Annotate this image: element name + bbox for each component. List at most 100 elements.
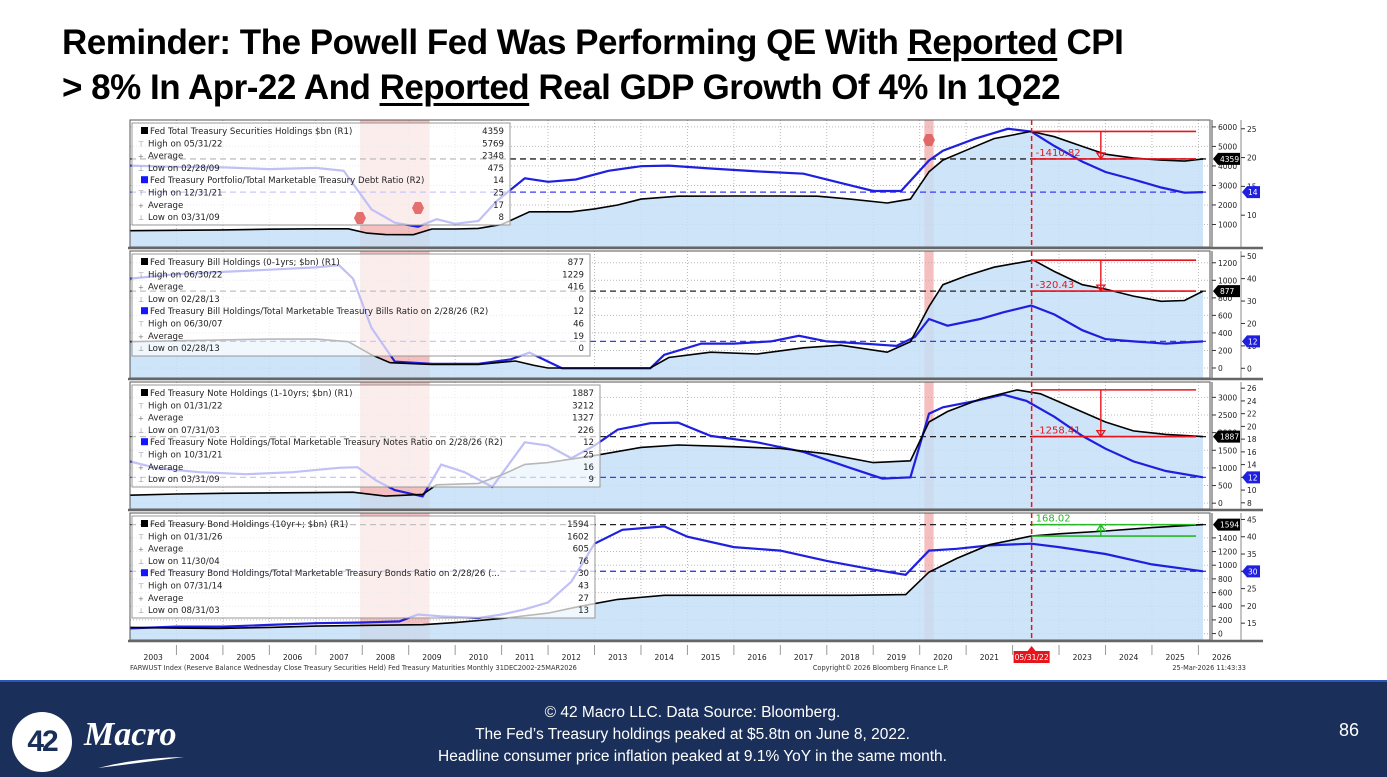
legend-label: Fed Treasury Portfolio/Total Marketable …: [150, 176, 424, 186]
r2-tick-label: 30: [1247, 297, 1257, 306]
annotation-value-label: -1410.82: [1036, 148, 1081, 159]
legend-value: 3212: [572, 401, 594, 411]
title-line-1: Reminder: The Powell Fed Was Performing …: [62, 23, 1124, 62]
legend-label: Average: [148, 283, 183, 293]
r1-tick-label: 2500: [1218, 411, 1237, 420]
recession-marker-icon: [353, 212, 366, 224]
r2-tick-label: 20: [1247, 422, 1257, 431]
r2-tick-label: 0: [1247, 364, 1252, 373]
r1-tick-label: 0: [1218, 630, 1223, 639]
logo-circle: 42: [12, 712, 72, 772]
legend-tree-icon: ⊤: [138, 402, 144, 410]
legend-label: High on 05/31/22: [148, 139, 223, 149]
legend-value: 4359: [482, 127, 504, 137]
x-tick-label: 2026: [1212, 653, 1231, 662]
legend-value: 416: [568, 283, 584, 293]
legend-value: 1887: [572, 389, 594, 399]
r1-last-value-badge: [1213, 285, 1240, 298]
legend-tree-icon: ⊤: [138, 533, 144, 541]
legend-value: 1229: [562, 270, 584, 280]
annotation-value-label: -320.43: [1036, 280, 1075, 291]
legend-label: High on 07/31/14: [148, 582, 223, 592]
legend-value: 19: [573, 332, 584, 342]
legend-background: [131, 384, 601, 488]
r2-tick-label: 8: [1247, 499, 1252, 508]
r2-tick-label: 40: [1247, 533, 1257, 542]
x-tick-label: 2019: [887, 653, 906, 662]
r1-area-fill: [130, 260, 1204, 378]
r1-tick-label: 200: [1218, 616, 1233, 625]
legend-box: Fed Treasury Bill Holdings (0-1yrs; $bn)…: [131, 253, 591, 357]
r1-tick-label: 600: [1218, 311, 1233, 320]
legend-label: High on 06/30/07: [148, 320, 223, 330]
footer-line-inflation: Headline consumer price inflation peaked…: [438, 748, 947, 765]
legend-tree-icon: +: [138, 464, 144, 472]
legend-label: Average: [148, 463, 183, 473]
legend-value: 27: [578, 594, 589, 604]
r2-tick-label: 26: [1247, 384, 1257, 393]
legend-label: Low on 07/31/03: [148, 426, 220, 436]
r1-last-value-badge: [1213, 152, 1240, 165]
chart-panel-1: -1410.8210002000300040005000600010152025…: [128, 119, 1263, 250]
legend-label: Average: [148, 332, 183, 342]
r2-last-value-text: 12: [1248, 337, 1258, 346]
legend-value: 12: [573, 307, 584, 317]
r1-tick-label: 5000: [1218, 142, 1237, 151]
r2-last-value-badge: [1242, 335, 1260, 348]
legend-label: Fed Treasury Bill Holdings (0-1yrs; $bn)…: [150, 258, 340, 268]
r1-series-line: [129, 130, 1204, 236]
legend-value: 226: [578, 426, 594, 436]
x-tick-label: 2025: [1165, 653, 1184, 662]
legend-tree-icon: ⊤: [138, 321, 144, 329]
legend-value: 877: [568, 258, 584, 268]
legend-tree-icon: ⊥: [138, 607, 144, 615]
legend-label: Low on 08/31/03: [148, 606, 220, 616]
legend-tree-icon: ⊤: [138, 190, 144, 198]
legend-value: 25: [493, 189, 504, 199]
x-tick-label: 2018: [840, 653, 859, 662]
r2-tick-label: 25: [1247, 125, 1257, 134]
r2-tick-label: 15: [1247, 619, 1257, 628]
legend-value: 5769: [482, 139, 504, 149]
r1-area-fill: [130, 389, 1204, 509]
legend-tree-icon: +: [138, 153, 144, 161]
r2-last-value-text: 12: [1248, 473, 1258, 482]
r2-tick-label: 40: [1247, 275, 1257, 284]
title-line-2: > 8% In Apr-22 And Reported Real GDP Gro…: [62, 68, 1061, 107]
timestamp: 25-Mar-2026 11:43:33: [1172, 664, 1246, 672]
legend-label: Fed Treasury Note Holdings/Total Marketa…: [150, 438, 503, 448]
legend-tree-icon: ⊥: [138, 558, 144, 566]
legend-background: [131, 515, 596, 619]
underlined-reported: Reported: [379, 68, 530, 107]
r1-tick-label: 0: [1218, 364, 1223, 373]
r1-tick-label: 0: [1218, 499, 1223, 508]
legend-value: 8: [499, 213, 504, 223]
legend-label: High on 10/31/21: [148, 451, 223, 461]
r1-tick-label: 1000: [1218, 220, 1237, 229]
legend-swatch-blue: [141, 569, 148, 577]
legend-swatch-blue: [141, 307, 148, 315]
footer-line-peak: The Fed’s Treasury holdings peaked at $5…: [475, 726, 910, 743]
legend-swatch-blue: [141, 176, 148, 184]
chart-panel-4: 168.02 0 200 400 600 800 1000 1200 1400 15 20 25 30 3…: [128, 512, 1263, 643]
legend-tree-icon: ⊥: [138, 296, 144, 304]
r1-area-fill: [130, 524, 1204, 640]
legend-tree-icon: ⊥: [138, 165, 144, 173]
legend-label: Fed Treasury Note Holdings (1-10yrs; $bn…: [150, 389, 352, 399]
legend-label: High on 01/31/26: [148, 532, 223, 542]
legend-label: Fed Treasury Bond Holdings/Total Marketa…: [150, 569, 500, 579]
legend-tree-icon: +: [138, 284, 144, 292]
x-tick-label: 2011: [515, 653, 534, 662]
r2-last-value-badge: [1242, 186, 1260, 199]
r2-tick-label: 10: [1247, 211, 1257, 220]
r1-series-line: [129, 389, 1204, 497]
x-tick-label: 2007: [329, 653, 348, 662]
annotation-value-label: 168.02: [1036, 514, 1071, 525]
legend-value: 13: [578, 606, 589, 616]
x-tick-label: 2023: [1073, 653, 1092, 662]
r2-last-value-badge: [1242, 471, 1260, 484]
r2-tick-label: 18: [1247, 435, 1257, 444]
r2-tick-label: 50: [1247, 252, 1257, 261]
logo-swoosh-icon: [98, 757, 184, 768]
x-tick-label: 2006: [283, 653, 302, 662]
